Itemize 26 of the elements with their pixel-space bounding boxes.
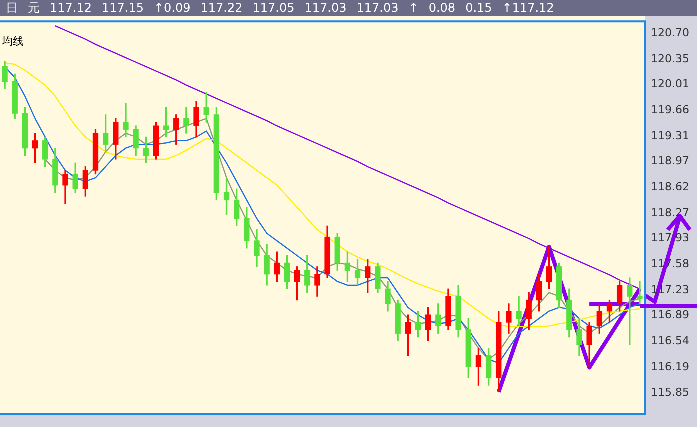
text: 0.08 [428, 0, 456, 16]
text: 117.03 [304, 0, 347, 16]
y-tick-label: 116.89 [651, 308, 690, 322]
text: 117.05 [252, 0, 295, 16]
y-tick-label: 118.62 [651, 180, 690, 194]
y-tick-label: 116.19 [651, 360, 690, 374]
y-tick-label: 119.66 [651, 103, 690, 116]
y-tick-label: 115.85 [651, 386, 690, 399]
text: 0.15 [466, 0, 492, 16]
text: 117.03 [356, 0, 399, 16]
text: ↑117.12 [502, 0, 554, 16]
y-tick-label: 118.97 [651, 154, 690, 168]
text: ↑ [408, 0, 419, 16]
y-tick-label: 118.27 [651, 206, 690, 220]
text: 117.15 [102, 0, 144, 16]
y-tick-label: 120.35 [651, 52, 690, 66]
y-tick-label: 120.01 [651, 77, 690, 90]
text: ↑0.09 [154, 0, 191, 16]
text: 117.12 [50, 0, 92, 16]
annotation: 均线 [2, 34, 24, 49]
y-tick-label: 116.54 [651, 334, 690, 348]
y-tick-label: 119.31 [651, 129, 690, 142]
text: 117.22 [200, 0, 243, 16]
text: 元 [28, 0, 40, 16]
text: 日 [6, 0, 18, 16]
y-tick-label: 120.70 [651, 26, 690, 40]
